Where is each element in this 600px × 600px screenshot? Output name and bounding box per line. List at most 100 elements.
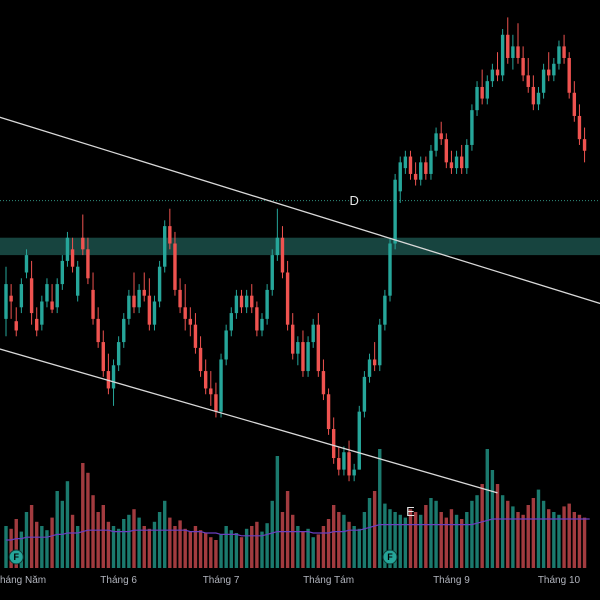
candle-body <box>244 295 249 308</box>
volume-bar <box>547 509 551 568</box>
candle-body <box>547 69 551 76</box>
volume-bar <box>132 509 136 568</box>
x-tick-label: Tháng 6 <box>100 575 137 586</box>
candle-body <box>285 272 290 325</box>
candle <box>347 440 351 482</box>
candle-body <box>29 278 34 314</box>
candle-body <box>393 179 397 244</box>
candle-body <box>188 318 193 325</box>
candle-body <box>562 46 566 58</box>
volume-bar <box>75 526 80 568</box>
candle-body <box>408 156 413 174</box>
event-marker[interactable]: F <box>382 549 398 565</box>
candle-body <box>495 69 500 76</box>
candle <box>337 446 341 476</box>
volume-bar <box>541 500 546 568</box>
event-marker[interactable]: F <box>8 549 24 565</box>
candle-body <box>40 301 44 325</box>
volume-bar <box>209 537 213 568</box>
candle <box>40 295 44 331</box>
candle <box>91 272 95 325</box>
volume-bar <box>331 505 336 568</box>
candle <box>168 208 172 250</box>
candle <box>9 284 13 319</box>
candle-body <box>280 237 285 273</box>
candle-body <box>337 458 341 470</box>
candle <box>362 371 367 418</box>
volume-bar <box>127 514 131 568</box>
candle <box>383 289 387 331</box>
candle <box>45 278 49 308</box>
volume-bar <box>255 521 259 568</box>
volume-bar <box>459 519 464 568</box>
candle <box>55 278 59 314</box>
candle-body <box>270 255 274 290</box>
candle-body <box>577 115 582 140</box>
volume-bar <box>582 517 587 568</box>
candle <box>480 69 484 105</box>
x-tick-label: Tháng 9 <box>433 575 470 586</box>
volume-bar <box>14 519 18 568</box>
upper-trendline[interactable] <box>0 116 600 331</box>
candle <box>122 313 126 348</box>
candle-body <box>388 243 392 296</box>
candle-body <box>357 411 361 470</box>
candle <box>81 214 85 256</box>
candle <box>116 336 121 372</box>
candle-body <box>127 295 131 319</box>
volume-bar <box>393 512 397 568</box>
volume-bar <box>116 528 121 568</box>
volume-bar <box>203 533 208 568</box>
candle-body <box>14 321 18 331</box>
volume-bar <box>357 528 361 568</box>
candle <box>454 150 459 174</box>
volume-bar <box>55 491 59 568</box>
candle <box>65 231 70 267</box>
candle <box>178 278 182 314</box>
candle-body <box>485 81 489 99</box>
candle <box>311 318 315 348</box>
candle-body <box>19 284 24 308</box>
volume-bar <box>500 495 505 568</box>
candle-body <box>424 162 428 174</box>
volume-bar <box>147 528 152 568</box>
volume-bar <box>388 509 392 568</box>
volume-bar <box>408 509 413 568</box>
candle-body <box>413 173 418 180</box>
candle <box>449 150 454 174</box>
candle <box>403 150 408 174</box>
candle <box>250 284 254 314</box>
candle <box>198 336 203 377</box>
candle <box>96 307 100 348</box>
candle-body <box>552 63 556 76</box>
candle-body <box>306 342 310 372</box>
volume-bar <box>4 526 8 568</box>
candle <box>255 301 259 337</box>
candle <box>552 57 556 82</box>
candle-body <box>9 295 13 302</box>
volume-bar <box>188 531 193 568</box>
candle-body <box>521 57 525 76</box>
lower-trendline[interactable] <box>0 348 498 494</box>
volume-bar <box>198 530 203 568</box>
candle-body <box>101 342 105 372</box>
candle-body <box>557 46 561 64</box>
candle <box>275 208 280 261</box>
volume-bar <box>86 472 90 568</box>
candle-body <box>275 237 280 256</box>
candle <box>224 324 228 366</box>
candle <box>50 284 54 314</box>
volume-bar <box>40 526 44 568</box>
trendlines[interactable] <box>0 116 600 494</box>
volume-bar <box>506 500 510 568</box>
candle <box>321 359 326 401</box>
candle-body <box>203 371 208 389</box>
volume-bars <box>4 449 587 568</box>
candle <box>475 81 479 116</box>
candle <box>285 260 290 331</box>
candle-body <box>209 388 213 395</box>
volume-bar <box>311 537 315 568</box>
candle-body <box>291 324 295 354</box>
